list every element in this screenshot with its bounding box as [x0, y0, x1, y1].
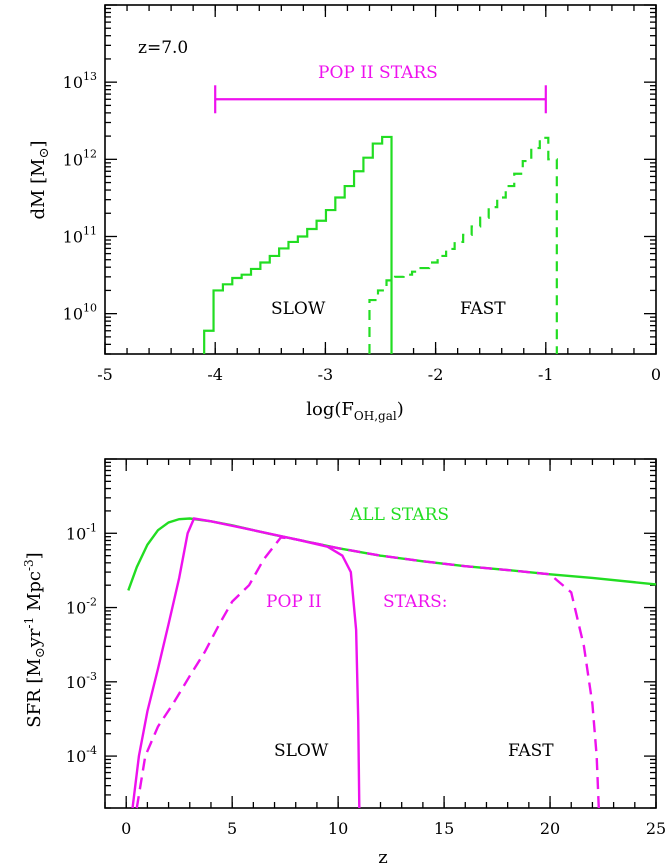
bottom-series — [127, 517, 657, 809]
top-x-tick-label: 0 — [651, 365, 661, 384]
top-y-tick-label: 1010 — [63, 302, 97, 324]
top-x-tick-label: -5 — [97, 365, 113, 384]
top-fast-histogram — [368, 136, 558, 354]
top-y-tick-label: 1012 — [63, 147, 97, 169]
top-panel: -5 -4 -3 -2 -1 0 1010 1011 1012 1013 z=7.0 POP II… — [28, 4, 661, 423]
top-slow-histogram — [203, 135, 393, 354]
bottom-pop2-slow-line — [131, 517, 361, 809]
top-x-axis-label: log(FOH,gal) — [306, 399, 403, 423]
bottom-fast-label: FAST — [508, 741, 554, 761]
bottom-x-tick-label: 20 — [540, 819, 560, 838]
bottom-y-tick-label: 10-1 — [66, 521, 97, 543]
bottom-x-tick-label: 25 — [646, 819, 666, 838]
bottom-y-tick-label: 10-4 — [66, 744, 97, 766]
top-y-tick-label: 1011 — [63, 224, 97, 246]
bottom-x-tick-label: 10 — [328, 819, 348, 838]
top-fast-label: FAST — [460, 299, 506, 319]
bottom-all-stars-label: ALL STARS — [349, 505, 449, 525]
top-x-tick-label: -4 — [207, 365, 223, 384]
top-y-tick-label: 1013 — [63, 70, 97, 92]
top-series — [203, 85, 558, 354]
bottom-y-tick-label: 10-2 — [66, 596, 97, 618]
bottom-y-tick-label: 10-3 — [66, 670, 97, 692]
bottom-pop2-fast-line — [135, 536, 600, 809]
bottom-x-tick-label: 15 — [434, 819, 454, 838]
bottom-x-axis-label: z — [378, 847, 387, 867]
bottom-panel: 0 5 10 15 20 25 10-4 10-3 10-2 10-1 ALL STARS POP… — [22, 458, 666, 867]
top-pop2-label: POP II STARS — [318, 63, 438, 83]
bottom-ticks: 0 5 10 15 20 25 10-4 10-3 10-2 10-1 — [66, 458, 666, 838]
bottom-x-tick-label: 0 — [121, 819, 131, 838]
top-ticks: -5 -4 -3 -2 -1 0 1010 1011 1012 1013 — [63, 4, 661, 384]
bottom-stars-label: STARS: — [383, 592, 448, 612]
top-redshift-label: z=7.0 — [138, 38, 188, 58]
bottom-slow-label: SLOW — [274, 741, 329, 761]
top-y-axis-label: dM [M⊙] — [28, 140, 52, 219]
top-x-tick-label: -2 — [428, 365, 444, 384]
top-slow-label: SLOW — [271, 299, 326, 319]
bottom-x-tick-label: 5 — [227, 819, 237, 838]
top-plot-frame — [104, 4, 657, 355]
top-x-tick-label: -3 — [318, 365, 334, 384]
bottom-y-axis-label: SFR [M⊙yr-1 Mpc-3] — [22, 552, 48, 727]
bottom-pop2-label: POP II — [266, 592, 322, 612]
bottom-all-stars-line — [127, 517, 657, 591]
top-x-tick-label: -1 — [538, 365, 554, 384]
